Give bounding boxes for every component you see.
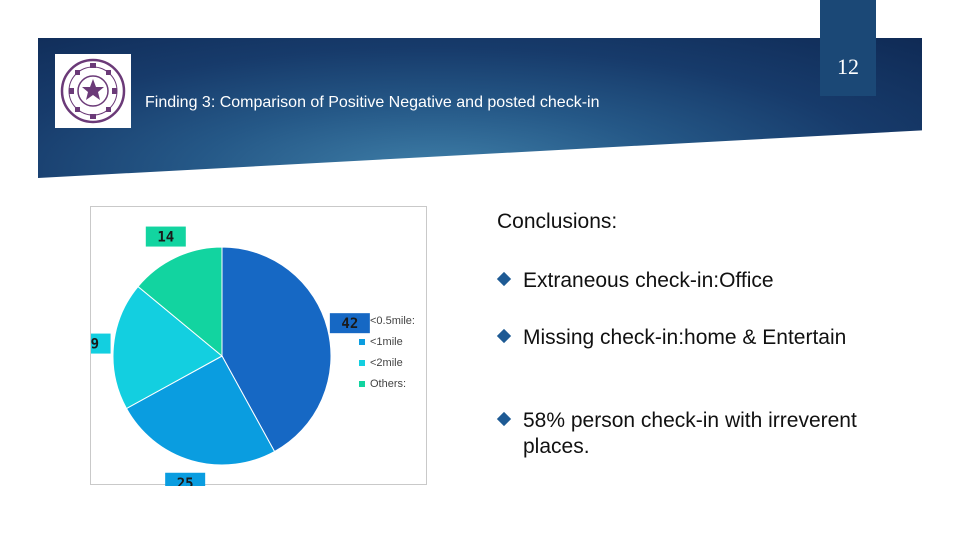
svg-text:25: 25 [177, 476, 194, 486]
legend-swatch [359, 380, 365, 387]
conclusion-text: 58% person check-in with irreverent plac… [523, 409, 857, 458]
diamond-bullet-icon [496, 411, 512, 427]
svg-text:19: 19 [91, 337, 99, 353]
data-label-1: 25 [165, 472, 206, 486]
legend-item-1: <1mile [359, 331, 423, 352]
page-number-tab [820, 0, 876, 96]
pie-slice-2 [112, 285, 223, 410]
legend-item-3: Others: [359, 373, 423, 394]
slide-title: Finding 3: Comparison of Positive Negati… [145, 94, 600, 111]
svg-text:14: 14 [157, 230, 174, 246]
pie-slice-3 [137, 246, 223, 358]
page-number: 12 [837, 54, 859, 79]
legend-label: <0.5mile: [370, 314, 415, 327]
legend-swatch [359, 359, 365, 366]
pie-slice-0 [221, 246, 332, 453]
chart-legend: <0.5mile: <1mile <2mile Others: [359, 310, 423, 394]
university-seal-icon [55, 54, 131, 128]
legend-swatch [359, 317, 365, 324]
conclusion-text: Missing check-in:home & Entertain [523, 326, 847, 349]
svg-text:42: 42 [341, 316, 358, 332]
legend-label: <1mile [370, 335, 403, 348]
data-label-2: 19 [91, 333, 111, 354]
legend-label: Others: [370, 377, 407, 390]
pie-slice-1 [125, 355, 276, 466]
legend-label: <2mile [370, 356, 403, 369]
legend-swatch [359, 338, 365, 345]
conclusions-heading: Conclusions: [497, 210, 618, 233]
pie-chart-frame: 42 25 19 14 <0.5mile: <1mile <2mile Others: [90, 206, 427, 486]
data-label-3: 14 [145, 226, 186, 247]
legend-item-0: <0.5mile: [359, 310, 423, 331]
conclusion-text: Extraneous check-in:Office [523, 269, 774, 292]
pie-chart: 42 25 19 14 [91, 226, 370, 486]
diamond-bullet-icon [496, 271, 512, 287]
legend-item-2: <2mile [359, 352, 423, 373]
diamond-bullet-icon [496, 328, 512, 344]
